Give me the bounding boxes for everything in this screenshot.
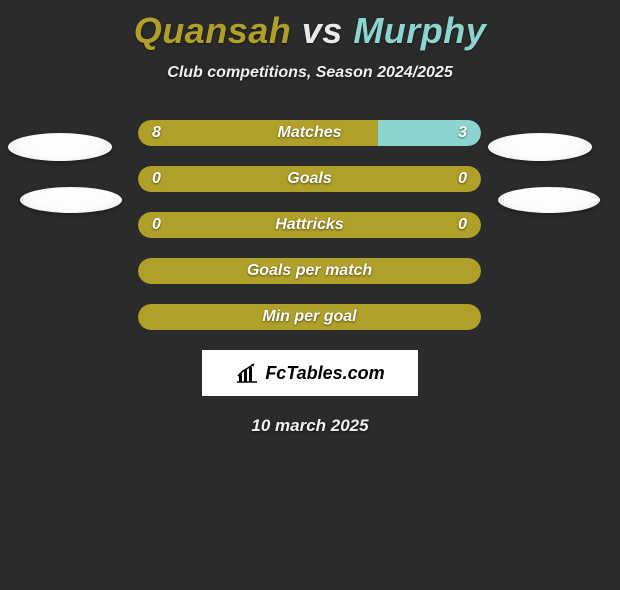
stat-row: 00Hattricks [0, 212, 620, 238]
stat-value-right: 0 [444, 212, 481, 238]
avatar-placeholder [8, 133, 112, 161]
subtitle: Club competitions, Season 2024/2025 [0, 64, 620, 82]
stat-bar: Min per goal [138, 304, 481, 330]
stat-row: Min per goal [0, 304, 620, 330]
stat-bar: 00Hattricks [138, 212, 481, 238]
bar-full [138, 212, 481, 238]
stat-bar: 00Goals [138, 166, 481, 192]
stat-value-left: 0 [138, 212, 175, 238]
stat-bar: 83Matches [138, 120, 481, 146]
stat-bar: Goals per match [138, 258, 481, 284]
date-text: 10 march 2025 [0, 416, 620, 436]
vs-text: vs [302, 10, 343, 51]
stat-value-right: 0 [444, 166, 481, 192]
bar-full [138, 258, 481, 284]
stat-value-right: 3 [444, 120, 481, 146]
fctables-logo[interactable]: FcTables.com [202, 350, 418, 396]
chart-icon [235, 362, 259, 384]
stat-value-left: 8 [138, 120, 175, 146]
avatar-placeholder [488, 133, 592, 161]
stat-row: Goals per match [0, 258, 620, 284]
avatar-placeholder [498, 187, 600, 213]
comparison-title: Quansah vs Murphy [0, 10, 620, 52]
avatar-placeholder [20, 187, 122, 213]
player1-name: Quansah [134, 10, 292, 51]
bar-full [138, 304, 481, 330]
logo-text: FcTables.com [265, 363, 384, 384]
stat-value-left: 0 [138, 166, 175, 192]
bar-full [138, 166, 481, 192]
player2-name: Murphy [353, 10, 486, 51]
